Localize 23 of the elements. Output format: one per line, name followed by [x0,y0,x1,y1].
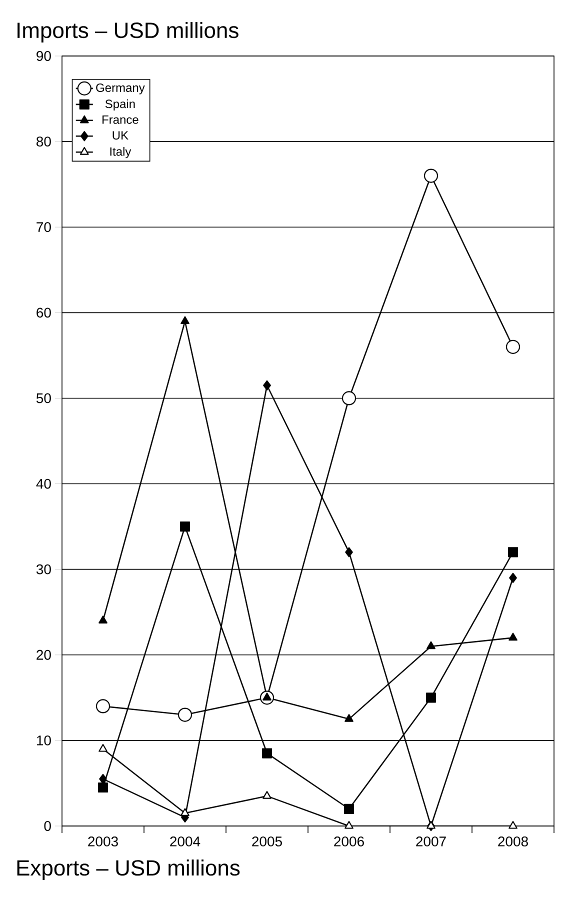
y-tick-label: 10 [36,735,51,746]
y-tick-label: 80 [36,136,51,147]
x-tick-label: 2008 [498,836,528,846]
x-tick-label: 2007 [416,836,446,846]
x-tick-label: 2004 [170,836,200,846]
y-tick-label: 60 [36,308,51,318]
y-tick-label: 50 [36,393,51,404]
y-tick-label: 20 [36,650,51,660]
y-tick-label: 90 [36,51,51,61]
x-tick-label: 2006 [334,836,364,846]
legend-label: France [102,116,138,124]
legend-label: Germany [96,83,145,94]
x-tick-label: 2003 [88,836,118,846]
x-axis-title: Exports – USD millions [17,860,240,880]
y-tick-label: 0 [44,821,51,831]
legend-label: Spain [105,99,135,111]
legend-label: UK [112,131,128,140]
y-tick-label: 30 [36,564,51,574]
y-tick-label: 40 [36,478,51,489]
legend-label: Italy [110,146,132,158]
y-axis-title: Imports – USD millions [18,22,238,42]
x-tick-label: 2005 [252,836,282,846]
y-tick-label: 70 [36,222,51,232]
